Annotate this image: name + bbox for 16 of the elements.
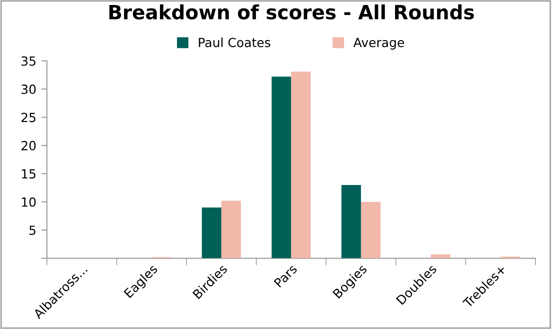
bar (291, 72, 311, 258)
bar (202, 208, 222, 258)
legend-label: Average (353, 38, 404, 50)
bar (360, 202, 381, 258)
y-tick-label: 20 (22, 140, 36, 150)
y-tick-label: 30 (22, 84, 36, 94)
y-tick-label: 10 (22, 197, 36, 207)
y-tick-label: 25 (22, 112, 36, 122)
bar (221, 200, 241, 258)
y-tick-label: 5 (30, 226, 36, 235)
y-tick-label: 15 (22, 169, 36, 179)
bar (272, 76, 292, 258)
legend-label: Paul Coates (198, 38, 270, 48)
y-tick-label: 35 (22, 56, 36, 66)
chart-title: Breakdown of scores - All Rounds (109, 4, 474, 20)
bar (341, 184, 361, 258)
